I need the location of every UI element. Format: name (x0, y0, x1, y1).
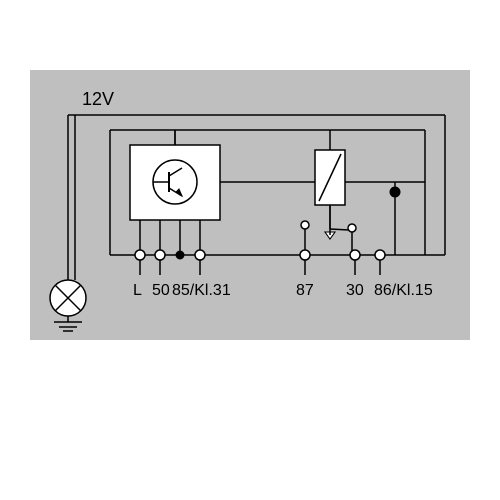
control-block (130, 145, 220, 220)
terminal-label: L (133, 282, 142, 299)
terminal-30 (350, 250, 360, 260)
terminal-87 (300, 250, 310, 260)
terminal-label: 50 (152, 282, 170, 299)
terminal-label: 86/Kl.15 (374, 282, 433, 299)
voltage-label: 12V (82, 89, 114, 109)
terminal-85Kl31 (195, 250, 205, 260)
terminal-86Kl15 (375, 250, 385, 260)
terminal-label: 87 (296, 282, 314, 299)
panel (30, 70, 470, 340)
terminal-50 (155, 250, 165, 260)
terminal-label: 30 (346, 282, 364, 299)
terminal-L (135, 250, 145, 260)
terminal-label: 85/Kl.31 (172, 282, 231, 299)
